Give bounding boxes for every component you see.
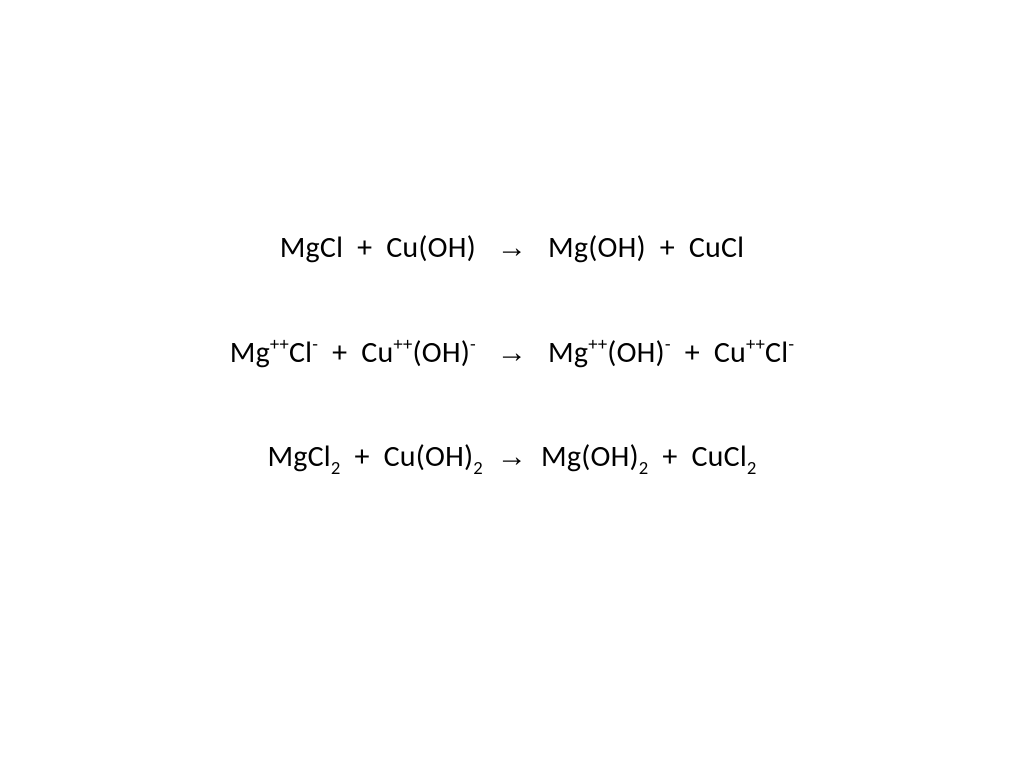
- superscript: ++: [588, 332, 607, 355]
- formula-text: [476, 334, 497, 371]
- formula-text: + Cu(OH): [341, 438, 474, 475]
- formula-text: Mg(OH): [527, 438, 639, 475]
- equation-line-3: MgCl2 + Cu(OH)2 → Mg(OH)2 + CuCl2: [267, 439, 756, 478]
- subscript: 2: [331, 456, 341, 479]
- formula-text: Mg: [230, 334, 270, 371]
- formula-text: MgCl + Cu(OH): [280, 229, 497, 266]
- superscript: -: [470, 332, 476, 355]
- formula-text: Mg(OH) + CuCl: [527, 229, 744, 266]
- subscript: 2: [747, 456, 757, 479]
- equation-line-1: MgCl + Cu(OH) → Mg(OH) + CuCl: [280, 230, 745, 266]
- formula-text: MgCl: [267, 438, 330, 475]
- superscript: ++: [393, 332, 412, 355]
- formula-text: Cl: [289, 334, 312, 371]
- formula-text: + Cu: [318, 334, 393, 371]
- superscript: -: [312, 332, 318, 355]
- formula-text: (OH): [412, 334, 470, 371]
- arrow-glyph: →: [497, 440, 527, 473]
- formula-text: Mg: [527, 334, 588, 371]
- arrow-glyph: →: [497, 231, 527, 264]
- arrow-glyph: →: [497, 336, 527, 369]
- superscript: ++: [746, 332, 765, 355]
- formula-text: + CuCl: [648, 438, 747, 475]
- formula-text: Cl: [765, 334, 788, 371]
- slide: MgCl + Cu(OH) → Mg(OH) + CuCl Mg++Cl- + …: [0, 0, 1024, 738]
- formula-text: [483, 438, 497, 475]
- subscript: 2: [639, 456, 649, 479]
- superscript: -: [665, 332, 671, 355]
- formula-text: (OH): [607, 334, 665, 371]
- superscript: ++: [270, 332, 289, 355]
- formula-text: + Cu: [671, 334, 746, 371]
- subscript: 2: [473, 456, 483, 479]
- superscript: -: [788, 332, 794, 355]
- equation-line-2: Mg++Cl- + Cu++(OH)- → Mg++(OH)- + Cu++Cl…: [230, 334, 794, 371]
